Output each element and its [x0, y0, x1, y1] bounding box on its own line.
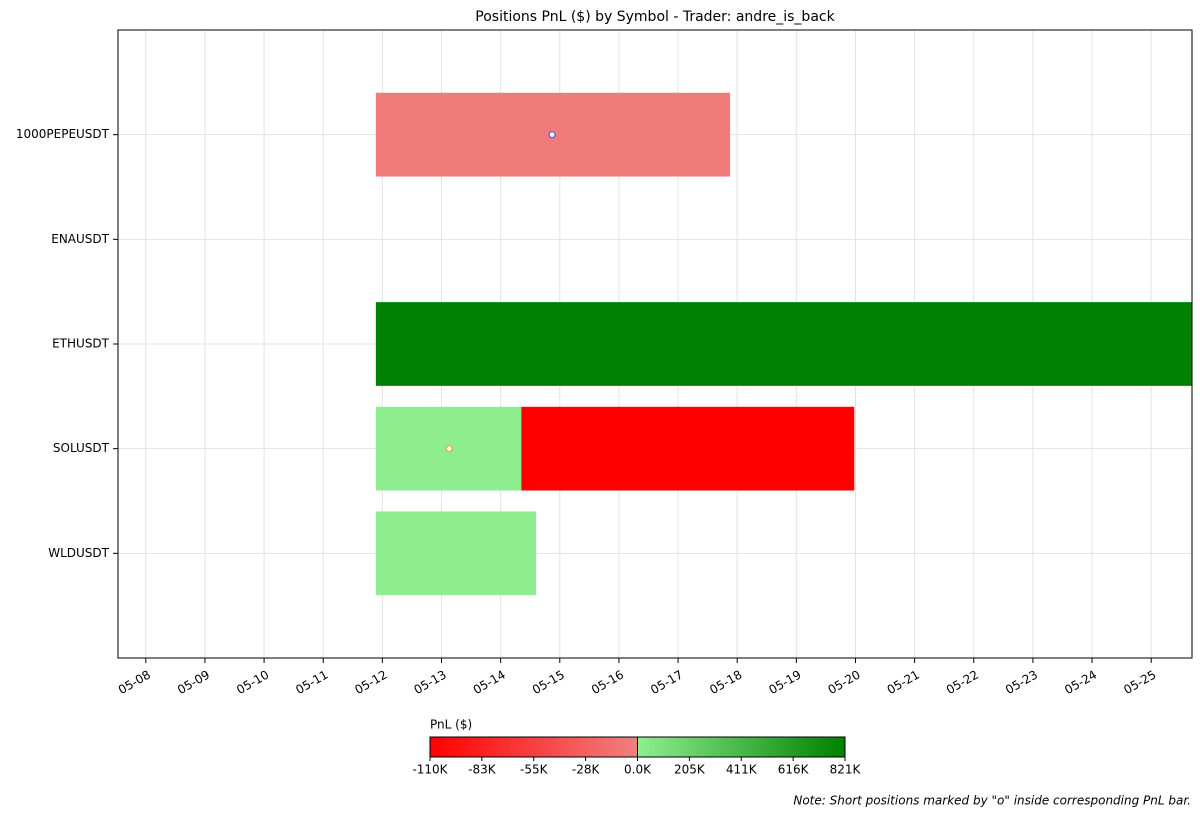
colorbar-tick-label: -83K	[468, 763, 497, 777]
short-marker	[445, 445, 453, 453]
colorbar-tick-label: 205K	[674, 763, 706, 777]
x-tick-label: 05-17	[648, 668, 685, 698]
x-tick-label: 05-12	[352, 668, 389, 698]
colorbar-tick-label: -28K	[572, 763, 601, 777]
x-tick-label: 05-11	[293, 668, 330, 698]
pnl-bar	[375, 511, 537, 596]
pnl-bar	[375, 302, 1192, 386]
x-tick-label: 05-25	[1121, 668, 1158, 698]
x-tick-label: 05-14	[471, 668, 508, 698]
chart-title: Positions PnL ($) by Symbol - Trader: an…	[475, 9, 835, 25]
x-tick-label: 05-18	[707, 668, 744, 698]
y-tick-label: SOLUSDT	[53, 441, 110, 455]
colorbar-tick-label: 411K	[726, 763, 758, 777]
y-tick-label: WLDUSDT	[48, 546, 109, 560]
plot-frame	[117, 29, 1193, 659]
colorbar-tick-label: -110K	[412, 763, 448, 777]
x-tick-label: 05-22	[944, 668, 981, 698]
x-tick-label: 05-08	[116, 668, 153, 698]
colorbar-negative	[430, 737, 638, 757]
x-tick-label: 05-21	[885, 668, 922, 698]
colorbar-tick-label: 0.0K	[624, 763, 652, 777]
pnl-bar	[521, 406, 855, 491]
x-tick-label: 05-13	[412, 668, 449, 698]
y-tick-label: ETHUSDT	[52, 337, 110, 351]
x-tick-label: 05-09	[175, 668, 212, 698]
x-tick-label: 05-15	[530, 668, 567, 698]
x-tick-label: 05-20	[826, 668, 863, 698]
colorbar-label: PnL ($)	[430, 718, 472, 732]
colorbar-tick-label: -55K	[520, 763, 549, 777]
y-tick-label: 1000PEPEUSDT	[16, 127, 110, 141]
x-tick-label: 05-23	[1003, 668, 1040, 698]
short-marker	[548, 131, 556, 139]
colorbar-tick-label: 616K	[778, 763, 810, 777]
note: Note: Short positions marked by "o" insi…	[793, 794, 1191, 808]
x-tick-label: 05-19	[766, 668, 803, 698]
x-tick-label: 05-24	[1062, 668, 1099, 698]
x-tick-label: 05-10	[234, 668, 271, 698]
x-tick-label: 05-16	[589, 668, 626, 698]
y-tick-label: ENAUSDT	[51, 232, 109, 246]
colorbar-tick-label: 821K	[830, 763, 862, 777]
colorbar-positive	[637, 737, 845, 757]
